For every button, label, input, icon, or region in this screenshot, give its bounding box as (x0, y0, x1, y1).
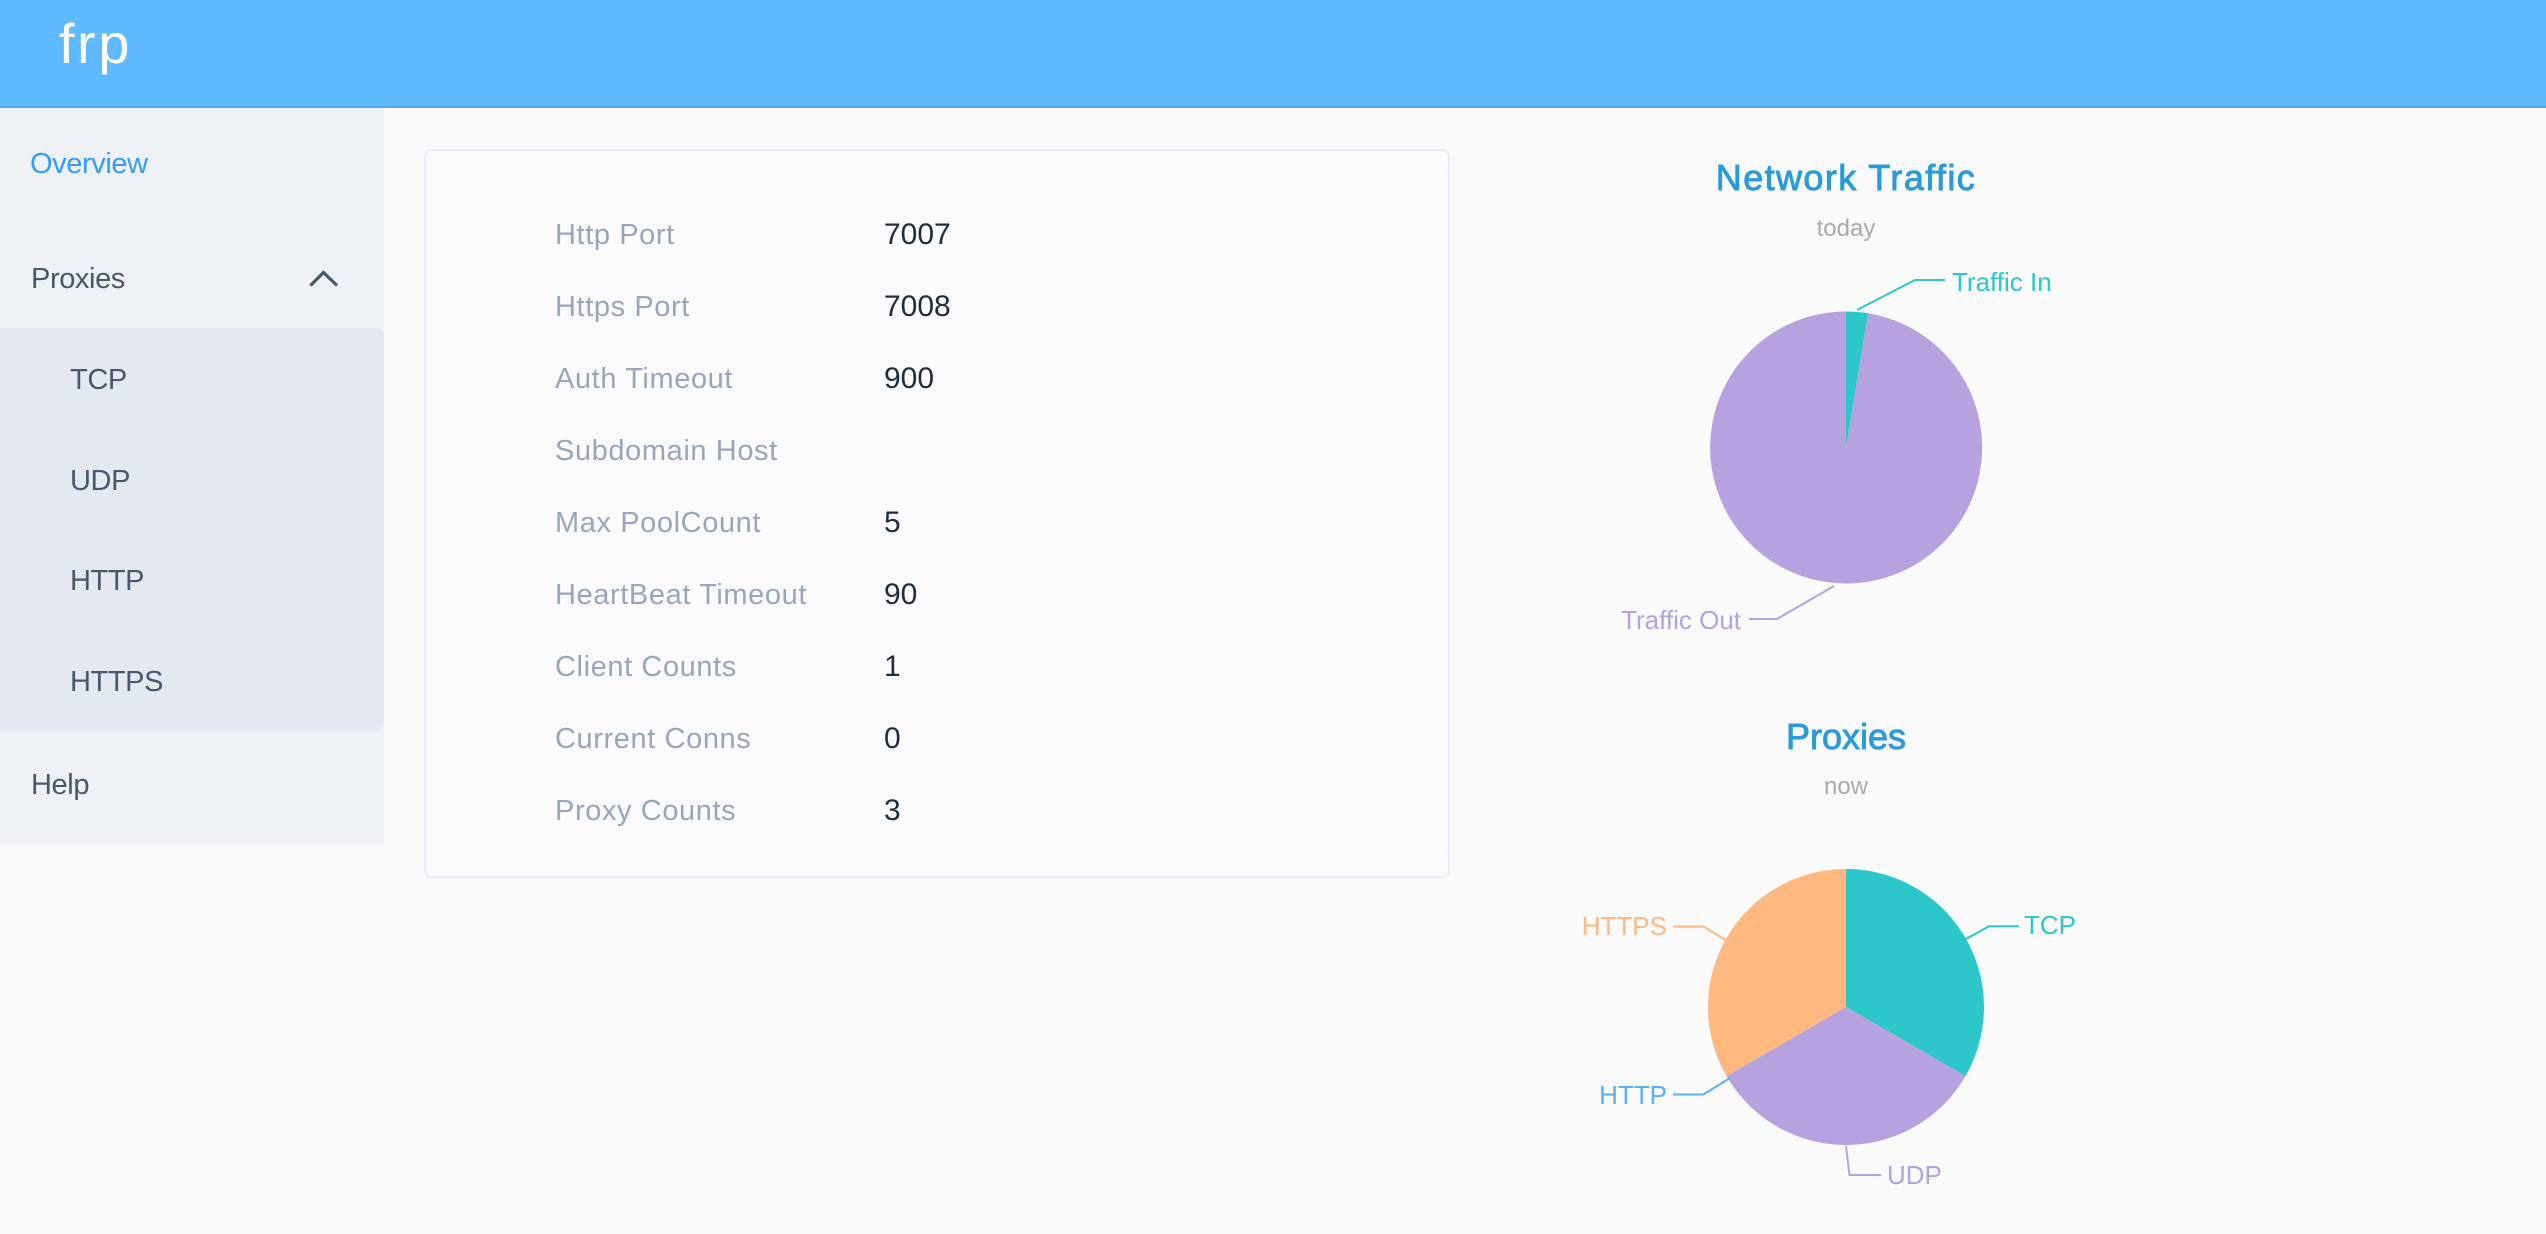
svg-text:HTTP: HTTP (1599, 1080, 1667, 1110)
svg-text:HTTPS: HTTPS (1582, 911, 1667, 941)
svg-text:Traffic In: Traffic In (1952, 267, 2052, 297)
svg-text:TCP: TCP (2024, 910, 2076, 940)
svg-text:Traffic Out: Traffic Out (1621, 605, 1742, 635)
svg-text:UDP: UDP (1887, 1160, 1942, 1190)
